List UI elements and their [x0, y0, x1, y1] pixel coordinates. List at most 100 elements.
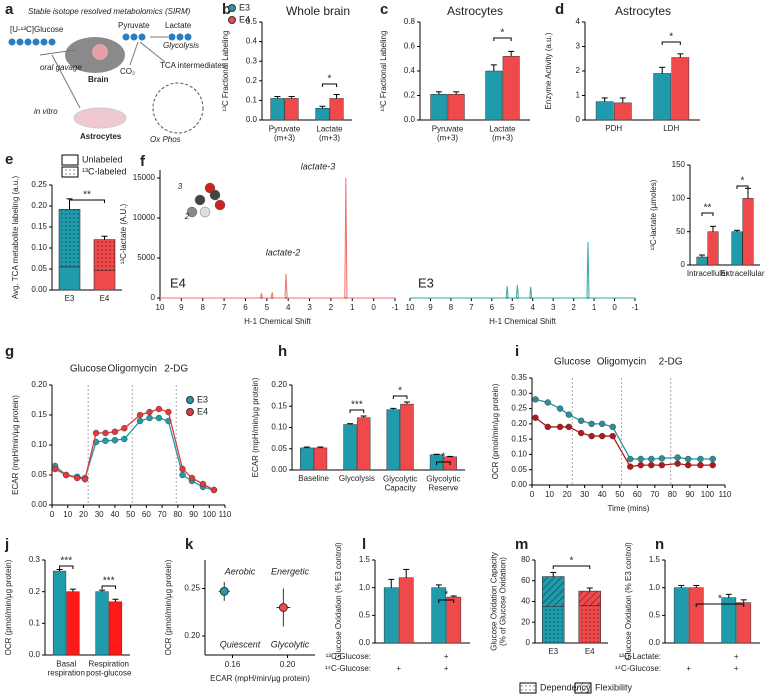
bar — [447, 94, 465, 121]
y-tick-label: 0.00 — [271, 465, 287, 474]
significance-label: * — [570, 556, 574, 567]
bar — [446, 596, 462, 644]
diagram-label: in vitro — [34, 107, 58, 116]
panel-letter: a — [5, 1, 14, 18]
point — [188, 474, 196, 482]
y-tick-label: 3 — [576, 42, 581, 51]
chart-title: Astrocytes — [615, 4, 671, 18]
y-tick-label: 0.1 — [29, 618, 41, 627]
bar — [66, 591, 80, 656]
x-tick-label: 0.20 — [280, 660, 296, 669]
bar — [398, 577, 414, 644]
injection-label: Oligomycin — [597, 357, 646, 368]
point — [111, 437, 119, 444]
x-axis-label: ECAR (mpH/min/µg protein) — [210, 674, 310, 683]
y-axis-label: Avg. TCA metabolite labeling (a.u.) — [11, 176, 20, 300]
significance-bracket — [438, 599, 455, 603]
point — [684, 455, 692, 463]
diagram-label: Lactate — [165, 21, 192, 30]
significance-bracket — [392, 395, 408, 399]
legend-marker — [186, 408, 194, 416]
point — [219, 586, 229, 596]
x-tick-label: 1 — [592, 303, 597, 312]
legend-label: E4 — [197, 406, 208, 416]
significance-bracket — [436, 461, 451, 465]
diagram-label: CO₂ — [120, 67, 135, 76]
point — [111, 428, 119, 435]
line — [54, 417, 215, 491]
y-tick-label: 0.1 — [246, 96, 258, 105]
significance-bracket — [321, 83, 338, 87]
y-axis-label: Enzyme Activity (a.u.) — [544, 32, 553, 109]
x-tick-label: Respiration post-glucose — [86, 660, 132, 678]
y-tick-label: 0.0 — [649, 638, 661, 647]
molecule-atom — [199, 206, 211, 218]
point — [136, 417, 144, 425]
x-tick-label: E3 — [548, 647, 558, 656]
atom-label: 2 — [184, 212, 190, 221]
y-tick-label: 0.10 — [511, 450, 527, 459]
x-tick-label: Extracellular — [720, 269, 764, 278]
y-tick-label: 0.2 — [29, 587, 41, 596]
bar — [430, 94, 448, 121]
quadrant-label: Glycolytic — [271, 639, 310, 649]
y-tick-label: 0.25 — [511, 404, 527, 413]
y-tick-label: 150 — [672, 160, 686, 169]
point — [697, 461, 704, 469]
point — [684, 461, 692, 469]
diagram-label: Stable isotope resolved metabolomics (SI… — [28, 7, 191, 16]
bar — [736, 602, 752, 644]
panel-letter: c — [380, 1, 388, 18]
injection-label: Glucose — [70, 364, 107, 375]
point — [199, 480, 207, 488]
y-tick-label: 0.00 — [511, 480, 527, 489]
row-mark: + — [396, 664, 401, 673]
y-tick-label: 1.0 — [649, 583, 661, 592]
x-tick-label: 100 — [203, 510, 217, 519]
y-axis-label: ¹³C Fractional Labeling — [379, 31, 388, 112]
point — [709, 455, 716, 463]
row-mark: + — [444, 652, 449, 661]
diagram-label: Astrocytes — [80, 132, 122, 141]
y-tick-label: 0.05 — [511, 465, 527, 474]
point — [674, 460, 681, 467]
y-tick-label: 0.0 — [29, 650, 41, 659]
x-tick-label: 2 — [329, 303, 334, 312]
y-axis-label: Glucose Oxidation Capacity(% of Glucose … — [490, 552, 508, 651]
bar-pattern — [542, 606, 565, 643]
injection-label: Oligomycin — [107, 364, 156, 375]
y-tick-label: 50 — [676, 227, 685, 236]
point — [674, 454, 681, 461]
y-tick-label: 0.20 — [184, 631, 200, 640]
point — [709, 461, 716, 469]
y-tick-label: 0.15 — [271, 401, 287, 410]
x-tick-label: 70 — [650, 490, 659, 499]
y-tick-label: 0.2 — [404, 91, 416, 100]
panel-letter: m — [515, 536, 528, 553]
point — [598, 420, 606, 428]
x-tick-label: 60 — [142, 510, 151, 519]
point — [532, 396, 539, 403]
bar — [696, 256, 708, 266]
x-tick-label: 8 — [449, 303, 454, 312]
point — [62, 471, 70, 479]
y-tick-label: 0.05 — [31, 264, 47, 273]
point — [648, 455, 655, 463]
panel-letter: l — [362, 536, 366, 553]
y-tick-label: 15000 — [133, 173, 156, 182]
y-tick-label: 0.0 — [404, 115, 416, 124]
bar — [731, 231, 743, 266]
molecule-atom — [186, 206, 198, 218]
x-tick-label: 90 — [189, 510, 198, 519]
y-tick-label: 0.5 — [649, 610, 661, 619]
point — [51, 465, 59, 473]
point — [609, 423, 616, 431]
line — [535, 398, 713, 460]
line — [54, 408, 215, 491]
glucose-icon — [16, 38, 24, 46]
point — [146, 408, 153, 416]
point — [598, 432, 606, 440]
legend-swatch — [519, 682, 537, 694]
x-tick-label: 4 — [286, 303, 291, 312]
y-tick-label: 1 — [576, 91, 581, 100]
